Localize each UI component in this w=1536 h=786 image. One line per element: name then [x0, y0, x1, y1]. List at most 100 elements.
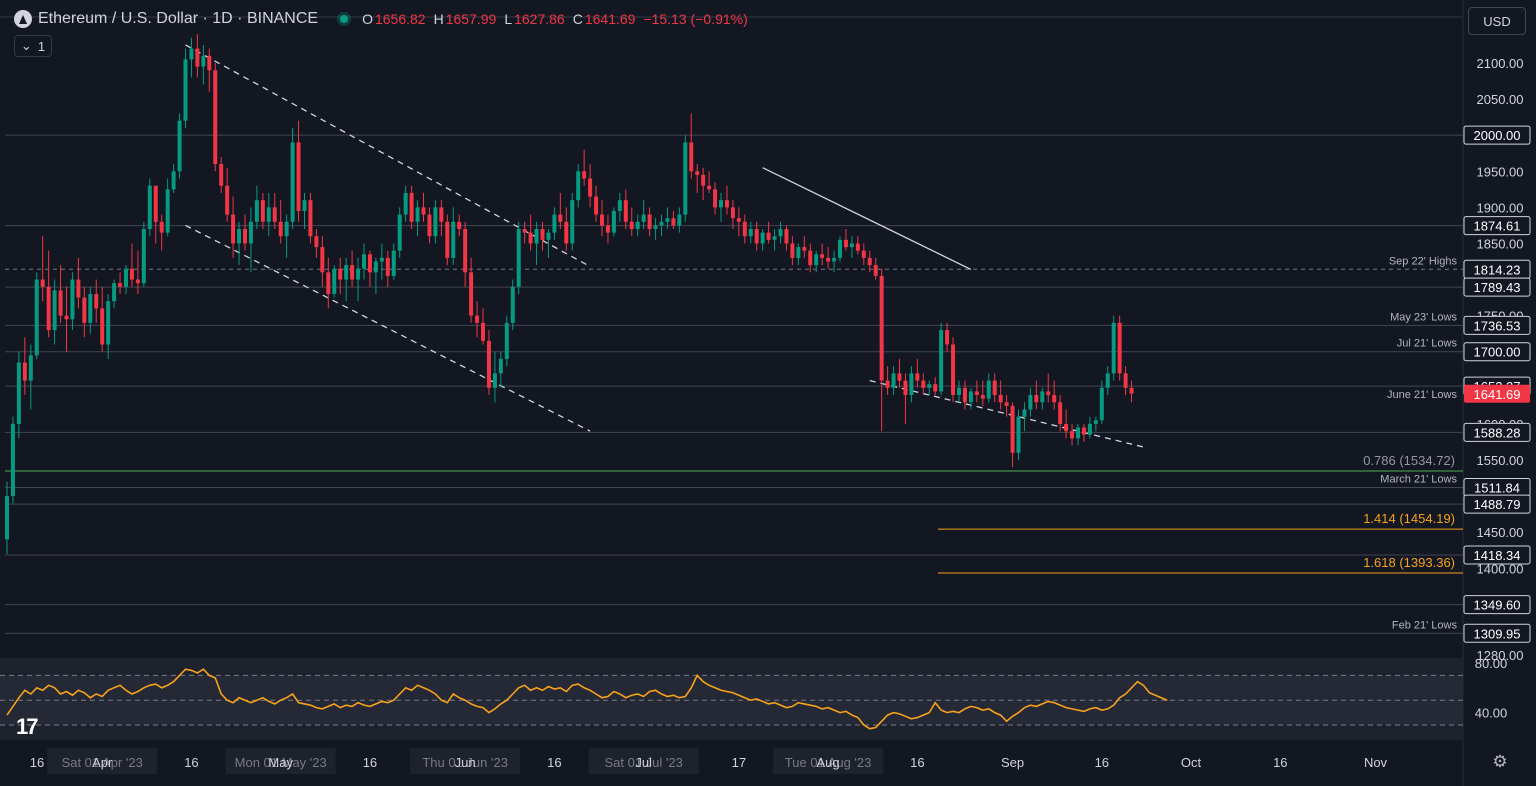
candle-52: [314, 229, 319, 258]
candle-body: [165, 189, 170, 233]
rsi-line: [6, 668, 1168, 730]
chevron-down-icon: ⌄: [20, 38, 32, 53]
candle-114: [683, 135, 688, 222]
candle-185: [1105, 366, 1110, 396]
candle-100: [600, 200, 604, 237]
candle-44: [266, 192, 271, 237]
candle-body: [94, 293, 99, 309]
candle-body: [605, 225, 610, 233]
candle-body: [998, 395, 1003, 403]
x-tick-3: May: [268, 755, 293, 770]
candle-153: [915, 358, 920, 388]
candle-167: [998, 380, 1003, 410]
indicator-count: 1: [37, 38, 46, 54]
candle-body: [22, 362, 27, 381]
candle-18: [112, 279, 117, 309]
candle-174: [1040, 387, 1045, 410]
candle-body: [135, 279, 140, 284]
candle-body: [82, 297, 87, 323]
candle-body: [933, 384, 938, 392]
candle-61: [367, 250, 372, 287]
candle-15: [94, 279, 99, 323]
candle-49: [296, 120, 301, 222]
candle-body: [76, 279, 81, 298]
currency-button[interactable]: USD: [1468, 7, 1526, 35]
range-label-box-3: [588, 748, 699, 774]
candle-108: [647, 207, 652, 237]
candle-47: [284, 214, 289, 258]
candle-body: [433, 207, 438, 237]
candle-85: [510, 279, 515, 331]
candle-body: [141, 229, 146, 284]
candle-body: [183, 59, 188, 121]
candle-body: [266, 207, 271, 222]
candle-84: [504, 315, 509, 367]
indicators-toggle-button[interactable]: ⌄ 1: [14, 35, 52, 57]
candle-body: [171, 171, 176, 190]
candle-body: [742, 221, 747, 237]
candle-body: [992, 380, 997, 396]
x-tick-13: Oct: [1181, 755, 1202, 770]
candle-176: [1052, 380, 1057, 410]
candle-179: [1070, 423, 1075, 446]
candle-182: [1087, 416, 1092, 439]
candle-body: [921, 380, 926, 388]
level-tag-box-1: [1463, 216, 1531, 236]
x-tick-12: 16: [1095, 755, 1109, 770]
candle-154: [921, 373, 926, 396]
candle-142: [849, 236, 854, 258]
range-label-box-0: [47, 748, 158, 774]
candle-body: [385, 257, 390, 276]
candle-body: [344, 265, 349, 280]
candle-body: [10, 423, 15, 497]
candle-107: [641, 200, 646, 230]
candle-body: [611, 210, 616, 233]
candle-body: [909, 373, 914, 396]
candle-118: [707, 171, 712, 193]
candle-62: [373, 257, 378, 294]
candle-157: [939, 322, 944, 396]
candle-65: [391, 243, 396, 280]
candle-69: [415, 200, 420, 237]
candle-body: [248, 221, 253, 244]
candle-1: [10, 416, 15, 504]
candle-body: [588, 178, 593, 197]
price-tick-4: 1850.00: [1477, 236, 1524, 251]
candle-101: [605, 214, 610, 244]
candle-body: [849, 243, 854, 248]
low-label: L: [504, 11, 513, 27]
candle-body: [760, 232, 765, 244]
candle-45: [272, 192, 277, 230]
candle-32: [195, 34, 200, 78]
candle-11: [70, 272, 75, 331]
level-tag-box-12: [1463, 623, 1531, 643]
candle-79: [475, 301, 480, 338]
candle-73: [439, 200, 444, 237]
candle-body: [1123, 373, 1128, 388]
candle-body: [290, 142, 295, 222]
candle-body: [861, 250, 866, 258]
range-label-3: Sat 01 Jul '23: [604, 755, 682, 770]
candle-body: [1016, 416, 1021, 453]
candle-165: [986, 373, 991, 403]
level-tag-11: 1349.60: [1474, 598, 1521, 613]
candle-body: [177, 120, 182, 172]
price-tick-8: 1450.00: [1477, 525, 1524, 540]
candle-body: [225, 185, 230, 215]
candle-83: [498, 351, 503, 388]
candle-97: [582, 149, 587, 186]
level-tag-box-10: [1463, 545, 1531, 565]
candle-168: [1004, 395, 1009, 417]
candle-56: [338, 257, 343, 294]
x-tick-14: 16: [1273, 755, 1287, 770]
candle-71: [427, 207, 432, 244]
symbol-title[interactable]: Ethereum / U.S. Dollar · 1D · BINANCE: [38, 10, 319, 27]
candle-body: [16, 362, 21, 424]
candle-body: [540, 229, 545, 240]
candle-body: [641, 214, 646, 222]
candle-53: [320, 236, 325, 287]
price-tick-2: 1950.00: [1477, 164, 1524, 179]
settings-gear-icon[interactable]: ⚙: [1492, 752, 1508, 771]
level-note-4: May 23' Lows: [1390, 311, 1457, 323]
